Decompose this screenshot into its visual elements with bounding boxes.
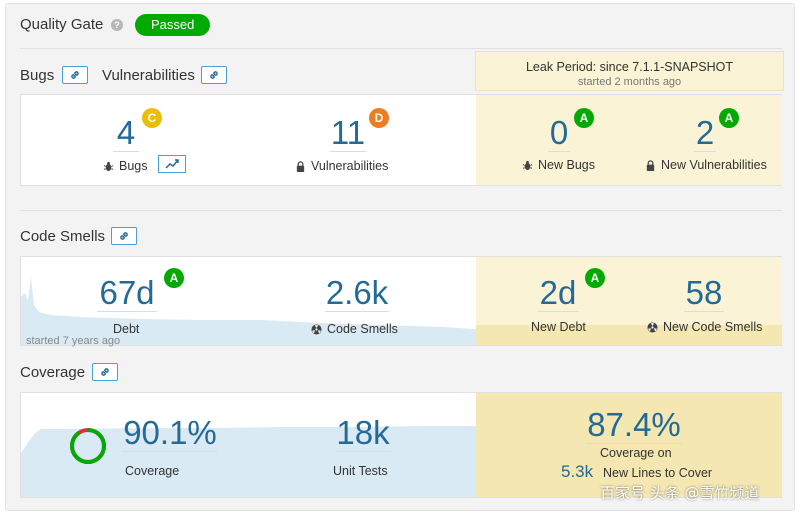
unit-tests-label: Unit Tests	[333, 464, 388, 478]
project-overview: Quality Gate ? Passed Bugs Vulnerabiliti…	[5, 3, 795, 511]
reliability-panel: 4 C Bugs 11 D Vulnerabilities 0 A New Bu…	[20, 94, 782, 186]
vulnerabilities-rating-badge: D	[369, 108, 389, 128]
new-bugs-label: New Bugs	[538, 158, 595, 172]
new-vulnerabilities-rating-badge: A	[719, 108, 739, 128]
leak-chart-band	[476, 325, 782, 345]
code-smells-value[interactable]: 2.6k	[325, 274, 389, 312]
new-code-smells-value[interactable]: 58	[684, 274, 724, 312]
coverage-panel: 90.1% Coverage 18k Unit Tests 87.4% Cove…	[20, 392, 782, 498]
bug-icon	[522, 160, 533, 170]
divider	[20, 48, 782, 49]
trend-line-icon	[165, 159, 179, 169]
coverage-label: Coverage	[125, 464, 180, 478]
new-lines-to-cover-label: New Lines to Cover	[603, 466, 713, 480]
debt-value[interactable]: 67d	[97, 275, 157, 312]
link-icon	[120, 232, 128, 240]
coverage-link-button[interactable]	[92, 363, 118, 381]
vulnerabilities-label: Vulnerabilities	[311, 159, 389, 173]
leak-period-title: Leak Period: since 7.1.1-SNAPSHOT	[525, 60, 734, 74]
coverage-value[interactable]: 90.1%	[122, 414, 218, 452]
vulnerabilities-value[interactable]: 11	[330, 114, 366, 152]
new-vulnerabilities-label-row: New Vulnerabilities	[645, 158, 767, 172]
bugs-rating-badge: C	[142, 108, 162, 128]
maintainability-panel: 67d A Debt started 7 years ago 2.6k Code…	[20, 256, 782, 347]
vulnerabilities-section-title: Vulnerabilities	[102, 67, 195, 84]
code-smells-link-button[interactable]	[111, 227, 137, 245]
quality-gate-title: Quality Gate	[20, 16, 104, 33]
coverage-history-chart	[21, 426, 476, 497]
new-debt-value[interactable]: 2d	[537, 275, 579, 312]
help-icon[interactable]: ?	[111, 19, 123, 31]
link-icon	[71, 71, 79, 79]
bugs-label-row: Bugs	[103, 159, 148, 173]
watermark: 百家号 头条 @雪竹频道	[600, 484, 760, 502]
coverage-section-title: Coverage	[20, 364, 86, 381]
vulnerabilities-link-button[interactable]	[201, 66, 227, 84]
new-debt-label: New Debt	[531, 320, 586, 334]
new-debt-rating-badge: A	[585, 268, 605, 288]
bugs-activity-button[interactable]	[158, 155, 186, 173]
new-coverage-value[interactable]: 87.4%	[586, 406, 682, 444]
bug-icon	[103, 161, 114, 171]
new-vulnerabilities-label: New Vulnerabilities	[661, 158, 767, 172]
vulnerabilities-label-row: Vulnerabilities	[295, 159, 388, 173]
new-vulnerabilities-value[interactable]: 2	[694, 114, 716, 152]
history-start-note: started 7 years ago	[26, 335, 121, 347]
bugs-label: Bugs	[119, 159, 148, 173]
new-code-smells-label: New Code Smells	[663, 320, 763, 334]
new-coverage-label: Coverage on	[600, 446, 672, 460]
bugs-section-title: Bugs	[20, 67, 55, 84]
leak-area	[476, 393, 782, 497]
lock-icon	[296, 160, 305, 172]
leak-period-header: Leak Period: since 7.1.1-SNAPSHOT starte…	[475, 51, 784, 91]
unit-tests-value[interactable]: 18k	[335, 414, 391, 452]
bugs-link-button[interactable]	[62, 66, 88, 84]
code-smells-label: Code Smells	[327, 322, 398, 336]
link-icon	[210, 71, 218, 79]
new-lines-to-cover-value[interactable]: 5.3k	[561, 462, 594, 481]
leak-period-subtitle: started 2 months ago	[577, 76, 682, 88]
new-bugs-value[interactable]: 0	[548, 114, 570, 152]
debt-label: Debt	[113, 322, 140, 336]
divider	[20, 210, 782, 211]
code-smells-label-row: Code Smells	[311, 322, 398, 336]
debt-rating-badge: A	[164, 268, 184, 288]
new-bugs-label-row: New Bugs	[522, 158, 595, 172]
lock-icon	[646, 159, 655, 171]
new-bugs-rating-badge: A	[574, 108, 594, 128]
code-smells-section-title: Code Smells	[20, 228, 106, 245]
link-icon	[101, 368, 109, 376]
radiation-icon	[647, 321, 658, 333]
new-code-smells-label-row: New Code Smells	[647, 320, 762, 334]
bugs-value[interactable]: 4	[113, 115, 139, 152]
debt-history-chart	[21, 277, 476, 345]
radiation-icon	[311, 323, 322, 335]
coverage-donut	[70, 428, 106, 464]
quality-gate-status-badge: Passed	[135, 14, 211, 36]
